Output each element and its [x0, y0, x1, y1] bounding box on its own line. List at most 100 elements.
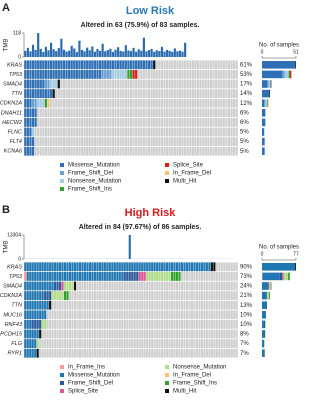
empty-cell: [96, 79, 99, 89]
mutation-cell: [26, 339, 29, 348]
empty-cell: [137, 137, 140, 146]
mutation-cell: [198, 262, 201, 272]
empty-cell: [233, 291, 236, 300]
empty-cell: [153, 339, 156, 348]
empty-cell: [138, 300, 141, 310]
empty-cell: [193, 339, 196, 348]
empty-cell: [203, 281, 206, 291]
mutation-cell: [52, 70, 55, 79]
empty-cell: [147, 118, 151, 127]
empty-cell: [106, 291, 109, 300]
empty-cell: [171, 339, 174, 348]
mutation-cell: [88, 60, 91, 70]
sample-bar: [263, 320, 266, 329]
empty-cell: [114, 108, 117, 118]
mutation-cell: [37, 98, 40, 108]
empty-cell: [121, 339, 124, 348]
sample-bar: [262, 330, 265, 338]
mutation-cell: [49, 60, 53, 70]
empty-cell: [68, 339, 72, 348]
empty-cell: [220, 127, 223, 137]
empty-cell: [131, 329, 134, 339]
empty-cell: [153, 118, 156, 127]
empty-cell: [158, 70, 161, 79]
empty-cell: [215, 348, 218, 358]
empty-cell: [60, 118, 63, 127]
mutation-cell: [131, 262, 134, 272]
empty-cell: [230, 89, 233, 98]
empty-cell: [233, 60, 236, 70]
empty-cell: [47, 108, 50, 118]
empty-cell: [124, 146, 127, 156]
empty-cell: [198, 281, 201, 291]
sample-bar: [295, 263, 296, 271]
empty-cell: [140, 70, 143, 79]
empty-cell: [184, 137, 187, 146]
empty-cell: [200, 320, 203, 329]
empty-cell: [150, 146, 153, 156]
mutation-cell: [83, 262, 87, 272]
empty-cell: [49, 339, 52, 348]
mutation-cell: [24, 339, 27, 348]
empty-cell: [186, 60, 189, 70]
empty-cell: [173, 339, 176, 348]
empty-cell: [129, 146, 133, 156]
empty-cell: [75, 118, 78, 127]
mutation-cell: [49, 89, 53, 98]
empty-cell: [189, 89, 192, 98]
mutation-cell: [26, 281, 29, 291]
empty-cell: [163, 98, 166, 108]
empty-cell: [220, 272, 223, 281]
empty-cell: [184, 146, 187, 156]
empty-cell: [161, 310, 164, 320]
empty-cell: [208, 272, 211, 281]
empty-cell: [80, 146, 84, 156]
empty-cell: [44, 329, 47, 339]
empty-cell: [39, 127, 42, 137]
empty-cell: [230, 339, 233, 348]
tmb-bar: [128, 235, 131, 259]
mutation-cell: [42, 60, 45, 70]
empty-cell: [128, 281, 131, 291]
empty-cell: [202, 60, 205, 70]
empty-cell: [78, 281, 82, 291]
empty-cell: [54, 320, 57, 329]
empty-cell: [214, 98, 218, 108]
legend-label: Missense_Mutation: [68, 373, 120, 379]
mutation-cell: [24, 262, 27, 272]
empty-cell: [60, 79, 63, 89]
empty-cell: [103, 310, 106, 320]
empty-cell: [60, 89, 63, 98]
empty-cell: [220, 70, 223, 79]
mutation-cell: [52, 89, 55, 98]
empty-cell: [93, 137, 96, 146]
empty-cell: [185, 291, 189, 300]
mutation-cell: [118, 272, 121, 281]
mutation-cell: [37, 60, 40, 70]
empty-cell: [173, 79, 176, 89]
empty-cell: [106, 98, 109, 108]
mutation-cell: [29, 79, 32, 89]
mutation-cell: [168, 262, 171, 272]
mutation-cell: [31, 262, 34, 272]
mutation-cell: [47, 79, 50, 89]
empty-cell: [123, 291, 126, 300]
mutation-cell: [93, 262, 96, 272]
empty-cell: [39, 137, 42, 146]
empty-cell: [176, 146, 179, 156]
mutation-cell: [111, 60, 115, 70]
empty-cell: [126, 291, 129, 300]
empty-cell: [83, 300, 87, 310]
empty-cell: [158, 339, 161, 348]
gene-label: TTN: [11, 91, 22, 97]
empty-cell: [209, 98, 213, 108]
mutation-cell: [29, 291, 32, 300]
empty-cell: [132, 146, 135, 156]
empty-cell: [119, 98, 122, 108]
gene-label: FLG: [11, 341, 22, 347]
empty-cell: [71, 329, 74, 339]
empty-cell: [137, 89, 140, 98]
empty-cell: [141, 320, 144, 329]
empty-cell: [185, 348, 189, 358]
empty-cell: [222, 108, 225, 118]
